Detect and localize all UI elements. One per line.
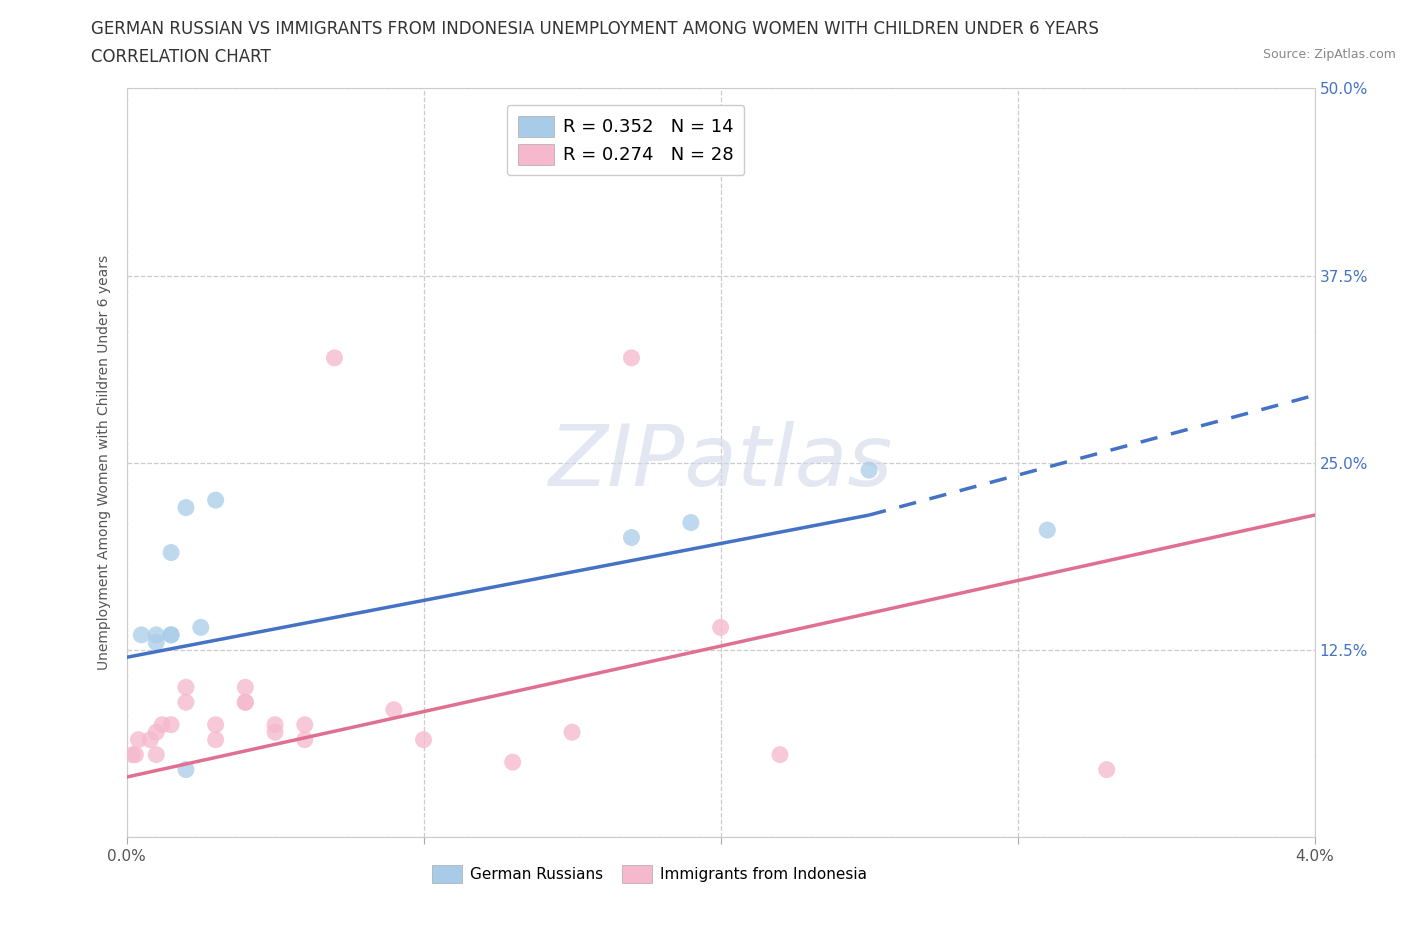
Point	[710, 620, 733, 635]
Point	[160, 717, 183, 732]
Point	[294, 732, 316, 747]
Point	[124, 747, 146, 762]
Point	[502, 755, 524, 770]
Point	[323, 351, 346, 365]
Text: ZIPatlas: ZIPatlas	[548, 421, 893, 504]
Point	[382, 702, 405, 717]
Text: Source: ZipAtlas.com: Source: ZipAtlas.com	[1263, 48, 1396, 61]
Point	[620, 351, 643, 365]
Point	[561, 724, 583, 739]
Point	[264, 724, 287, 739]
Point	[233, 695, 257, 710]
Point	[174, 680, 197, 695]
Point	[174, 500, 197, 515]
Point	[145, 724, 167, 739]
Point	[121, 747, 143, 762]
Point	[160, 628, 183, 643]
Point	[127, 732, 149, 747]
Point	[233, 680, 257, 695]
Point	[1036, 523, 1059, 538]
Text: GERMAN RUSSIAN VS IMMIGRANTS FROM INDONESIA UNEMPLOYMENT AMONG WOMEN WITH CHILDR: GERMAN RUSSIAN VS IMMIGRANTS FROM INDONE…	[91, 20, 1099, 38]
Point	[150, 717, 173, 732]
Point	[204, 717, 226, 732]
Point	[264, 717, 287, 732]
Point	[190, 620, 212, 635]
Point	[145, 635, 167, 650]
Point	[233, 695, 257, 710]
Legend: German Russians, Immigrants from Indonesia: German Russians, Immigrants from Indones…	[426, 859, 873, 889]
Point	[620, 530, 643, 545]
Point	[145, 628, 167, 643]
Point	[174, 763, 197, 777]
Y-axis label: Unemployment Among Women with Children Under 6 years: Unemployment Among Women with Children U…	[97, 255, 111, 671]
Point	[160, 628, 183, 643]
Point	[412, 732, 434, 747]
Point	[174, 695, 197, 710]
Point	[679, 515, 702, 530]
Point	[139, 732, 162, 747]
Text: CORRELATION CHART: CORRELATION CHART	[91, 48, 271, 66]
Point	[131, 628, 153, 643]
Point	[204, 493, 226, 508]
Point	[160, 545, 183, 560]
Point	[858, 463, 880, 478]
Point	[294, 717, 316, 732]
Point	[204, 732, 226, 747]
Point	[769, 747, 792, 762]
Point	[145, 747, 167, 762]
Point	[1095, 763, 1118, 777]
